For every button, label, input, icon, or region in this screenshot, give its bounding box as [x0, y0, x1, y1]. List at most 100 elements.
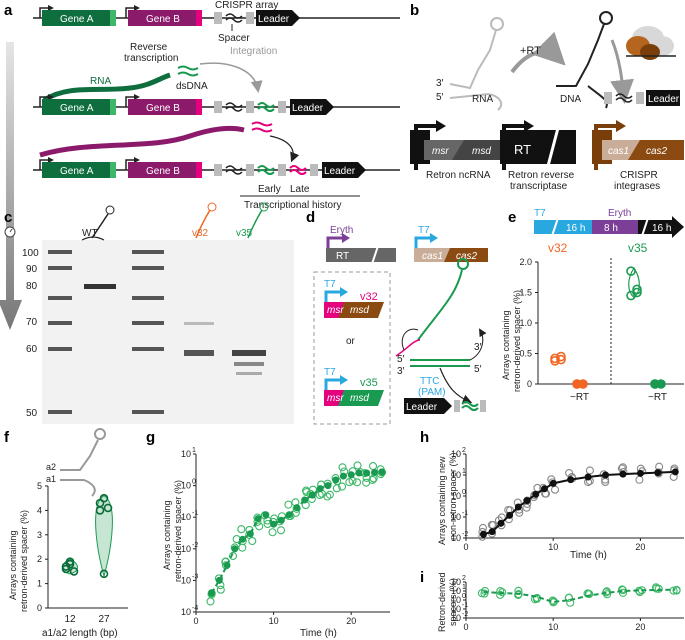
h16a-label: 16 h — [566, 223, 585, 234]
d-3prime: 3′ — [397, 366, 405, 377]
chartG-mean-point — [301, 496, 309, 504]
h-xlabel: Time (h) — [570, 550, 607, 561]
retron-diagram: 3′ 5′ RNA +RT DNA Leader — [436, 11, 680, 111]
chartG-mean-point — [347, 471, 355, 479]
chartG-ytick-label: 10 — [181, 512, 191, 522]
f-ytick-label: 3 — [37, 530, 42, 540]
f-ytick-label: 5 — [37, 481, 42, 491]
chartH-mean-point — [619, 470, 627, 478]
chartG-ytick-exp: -3 — [192, 573, 198, 580]
t7-v35-label: T7 — [324, 367, 336, 378]
early-label: Early — [258, 184, 281, 195]
rna-3prime: 3′ — [436, 78, 444, 89]
msr-v35-label: msr — [327, 393, 344, 404]
chartG-replicate — [368, 475, 377, 484]
chartG-replicate — [368, 462, 378, 471]
eryth-e-label: Eryth — [608, 208, 631, 219]
chartG-replicate — [268, 528, 277, 537]
ladder-60: 60 — [26, 344, 38, 355]
chartH-mean-point — [497, 519, 505, 527]
chart-i: 10 -210 -110 010 110 20 10 20 — [451, 575, 684, 632]
f-point — [99, 493, 109, 503]
chartG-xtick-label: 20 — [346, 616, 356, 626]
chartI-xtick-label: 0 — [463, 622, 468, 632]
chartG-ytick-label: 10 — [181, 544, 191, 554]
chartH-ytick-exp: 2 — [462, 447, 466, 454]
chartI-replicate — [672, 585, 681, 594]
chartH-replicate — [550, 485, 560, 494]
gene-row-1: Gene A Gene B Leader CRISPR array Spacer — [33, 0, 400, 44]
chartG-replicate — [276, 526, 286, 535]
e-point — [556, 354, 566, 365]
f-point — [99, 569, 109, 579]
panel-label-f: f — [4, 429, 10, 446]
h8-label: 8 h — [604, 223, 618, 234]
e-point — [550, 356, 560, 366]
ttc-label: TTC — [420, 376, 439, 387]
chartI-replicate — [496, 590, 505, 599]
g-ylabel-2: retron-derived spacer (%) — [173, 480, 183, 582]
panel-label-c: c — [4, 209, 12, 226]
chartH-mean-point — [488, 528, 496, 536]
f-xtick-label: 27 — [98, 614, 110, 625]
e-point — [572, 379, 582, 389]
chartH-mean-point — [523, 497, 531, 505]
chartG-replicate — [238, 543, 247, 552]
late-label: Late — [290, 184, 310, 195]
chartG-ytick-label: 10 — [181, 481, 191, 491]
chartH-mean-point — [602, 471, 610, 479]
rna-b-label: RNA — [472, 94, 493, 105]
ladder-50: 50 — [26, 408, 38, 419]
chartG-mean-point — [324, 482, 332, 490]
f-point — [65, 559, 75, 569]
retron-ncrna-label: Retron ncRNA — [426, 170, 491, 181]
e-ytick-label: 1.5 — [519, 288, 532, 298]
chartH-ytick-exp: 0 — [462, 489, 466, 496]
f-point — [69, 567, 79, 576]
chartI-replicate — [514, 590, 523, 599]
chartG-ytick-exp: 0 — [192, 479, 196, 486]
chartI-ytick-label: 10 — [451, 613, 461, 623]
chartG-replicate — [338, 463, 347, 472]
chartG-mean-point — [239, 535, 247, 543]
time-arrow — [0, 42, 22, 330]
chartI-replicate — [635, 587, 644, 597]
chartG-mean-point — [231, 545, 239, 553]
chartG-replicate — [353, 461, 362, 470]
ladder-90: 90 — [26, 264, 38, 275]
chart-e: 0 0.5 1.0 1.5 2.0 — [519, 257, 684, 389]
gene-row-2: Gene A Gene B Leader — [33, 94, 400, 115]
chartI-replicate — [602, 587, 611, 596]
a2-label: a2 — [46, 462, 56, 472]
minus-rt-2: −RT — [648, 392, 667, 403]
chartG-replicate — [228, 551, 238, 561]
chartG-replicate — [284, 500, 293, 509]
msd-v35-label: msd — [350, 393, 369, 404]
panel-label-a: a — [4, 2, 13, 19]
chartH-replicate — [585, 466, 594, 475]
chartG-ytick-label: 10 — [181, 575, 191, 585]
transcriptional-history-label: Transcriptional history — [244, 200, 341, 211]
panel-label-e: e — [508, 209, 516, 226]
t7-d-label: T7 — [418, 225, 430, 236]
chartI-ytick-exp: 2 — [462, 575, 466, 582]
chartH-ytick-label: 10 — [451, 449, 461, 459]
chart-g: 10 -410 -310 -210 -110 010 10 10 20 — [181, 447, 390, 626]
leader-label: Leader — [258, 14, 290, 25]
chartG-replicate — [325, 490, 334, 499]
chartG-mean-line — [210, 470, 383, 594]
chartG-mean-point — [293, 504, 301, 512]
i-ylabel-2: spacers (%) — [448, 578, 458, 626]
chartG-replicate — [345, 478, 354, 487]
gene-row-3: Gene A Gene B Leader Early Late Transcri… — [33, 121, 400, 211]
panel-label-b: b — [410, 2, 419, 19]
chartG-mean-point — [254, 515, 262, 523]
chartH-mean-point — [514, 503, 522, 511]
chartH-mean-point — [540, 485, 548, 493]
crispr-array-label: CRISPR array — [215, 0, 278, 11]
chartG-replicate — [255, 522, 264, 531]
chartI-replicate — [618, 585, 627, 594]
chartG-mean-point — [215, 576, 223, 584]
chartI-ytick-label: 10 — [451, 604, 461, 614]
